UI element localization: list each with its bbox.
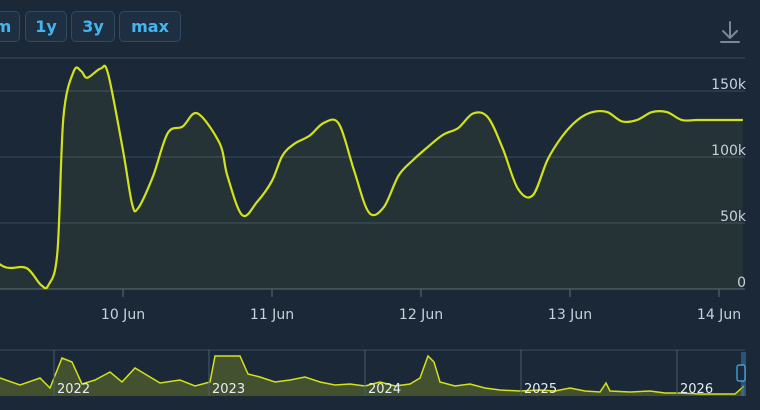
range-button-3y[interactable]: 3y <box>71 11 115 42</box>
y-tick-label: 100k <box>711 143 747 159</box>
navigator-year-label: 2022 <box>57 382 90 397</box>
range-button-label: 1y <box>35 17 57 36</box>
navigator-handle[interactable] <box>736 364 746 382</box>
navigator-line <box>0 354 745 395</box>
range-button-max[interactable]: max <box>119 11 181 42</box>
series-area <box>0 65 743 289</box>
y-axis-labels: 0 50k 100k 150k <box>711 77 747 291</box>
navigator-area <box>0 356 744 396</box>
x-axis-labels: 10 Jun 11 Jun 12 Jun 13 Jun 14 Jun <box>101 289 741 323</box>
range-button-label: 3y <box>82 17 104 36</box>
x-tick-label: 12 Jun <box>399 307 443 323</box>
x-tick-label: 13 Jun <box>548 307 592 323</box>
range-button-1y[interactable]: 1y <box>25 11 67 42</box>
plot-area <box>0 64 743 290</box>
y-tick-label: 150k <box>711 77 747 93</box>
series-line <box>0 64 743 290</box>
x-tick-label: 10 Jun <box>101 307 145 323</box>
navigator-year-label: 2023 <box>212 382 245 397</box>
range-button-label: max <box>131 17 169 36</box>
navigator-year-label: 2024 <box>368 382 401 397</box>
x-tick-label: 11 Jun <box>250 307 294 323</box>
x-tick-label: 14 Jun <box>697 307 741 323</box>
download-icon[interactable] <box>716 16 746 46</box>
navigator-year-label: 2026 <box>680 382 713 397</box>
range-button-label: m <box>0 17 12 36</box>
y-tick-label: 0 <box>737 275 746 291</box>
navigator-year-label: 2025 <box>524 382 557 397</box>
range-button-month[interactable]: m <box>0 11 20 42</box>
y-tick-label: 50k <box>720 209 747 225</box>
navigator[interactable]: 2022 2023 2024 2025 2026 <box>0 349 746 397</box>
